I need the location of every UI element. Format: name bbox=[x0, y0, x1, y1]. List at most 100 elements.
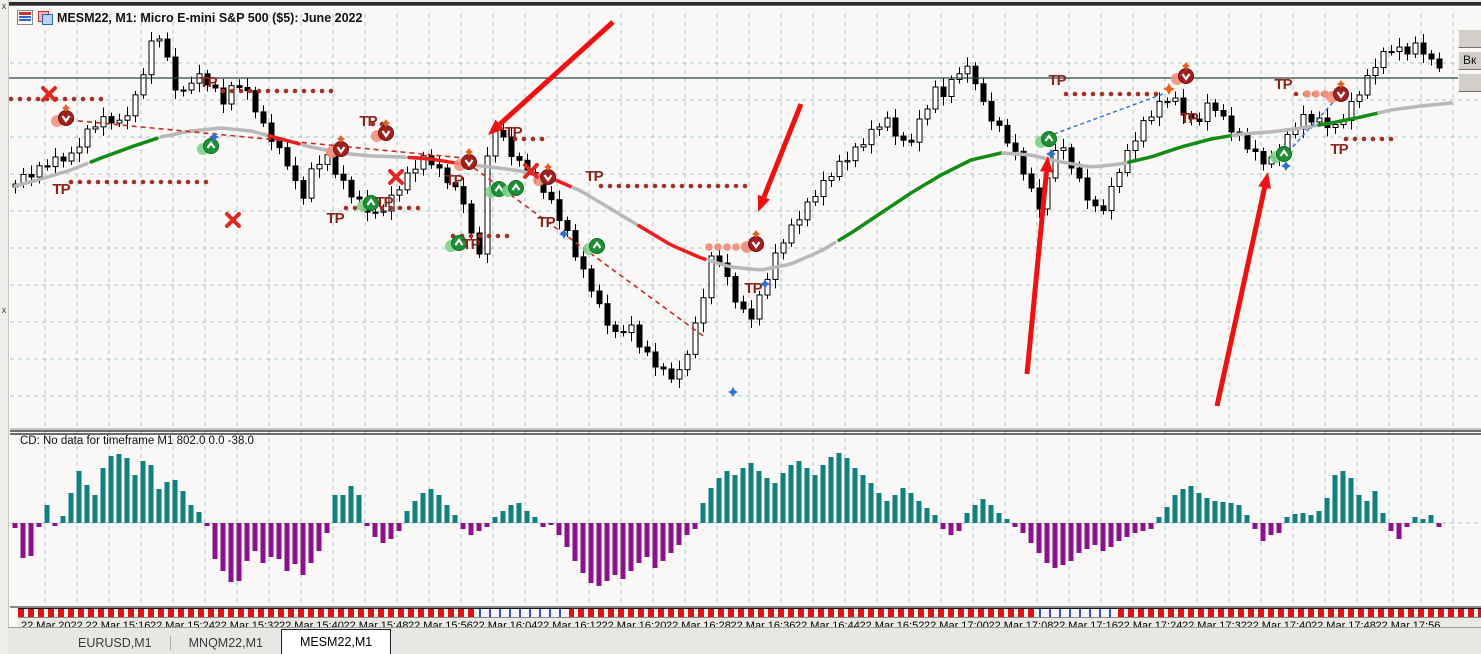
histogram-bar-up bbox=[708, 488, 714, 523]
trail-dot bbox=[714, 243, 722, 251]
candle-bear bbox=[644, 346, 651, 353]
candle-bear bbox=[340, 173, 347, 181]
toolbar-edge bbox=[0, 2, 1481, 5]
histogram-bar-down bbox=[676, 523, 682, 545]
candle-bull bbox=[852, 146, 859, 162]
candle-bear bbox=[612, 324, 619, 332]
candle-bull bbox=[1204, 102, 1211, 122]
sell-marker bbox=[1171, 62, 1194, 85]
candle-bull bbox=[884, 117, 891, 128]
tp-label: TP bbox=[52, 181, 70, 198]
histogram-bar-up bbox=[492, 517, 498, 523]
candle-bull bbox=[156, 38, 163, 42]
tp-dot bbox=[352, 205, 358, 211]
histogram-bar-down bbox=[652, 523, 658, 568]
candle-bull bbox=[1148, 116, 1155, 122]
ma-segment-gray bbox=[1377, 101, 1453, 115]
histogram-bar-down bbox=[620, 523, 626, 579]
close-icon[interactable]: x bbox=[1, 1, 7, 11]
chart-list-icon[interactable] bbox=[17, 10, 33, 25]
histogram-bar-down bbox=[1052, 523, 1058, 568]
histogram-bar-down bbox=[636, 523, 642, 563]
tp-dot bbox=[512, 136, 518, 142]
histogram-bar-up bbox=[340, 495, 346, 523]
candle-bear bbox=[468, 203, 475, 234]
closed-trade-x-icon bbox=[388, 169, 404, 185]
histogram-bar-up bbox=[436, 495, 442, 523]
histogram-bar-up bbox=[524, 511, 530, 523]
chart-windows-icon[interactable] bbox=[38, 11, 53, 25]
histogram-bar-up bbox=[516, 503, 522, 523]
pane-borders bbox=[10, 428, 1481, 608]
ma-segment-gray bbox=[707, 240, 837, 272]
tp-dot bbox=[203, 179, 209, 185]
candle-bull bbox=[796, 219, 803, 226]
histogram-bar-up bbox=[756, 471, 762, 523]
tp-label: TP bbox=[1048, 72, 1066, 89]
tp-dot bbox=[71, 96, 77, 102]
histogram-bar-up bbox=[780, 473, 786, 523]
candle-bull bbox=[492, 129, 499, 157]
histogram-bar-down bbox=[268, 523, 274, 557]
candle-bull bbox=[820, 180, 827, 197]
candle-bull bbox=[924, 108, 931, 120]
candle-bull bbox=[484, 155, 491, 255]
close-icon[interactable]: x bbox=[1, 305, 7, 315]
tp-dot bbox=[283, 88, 289, 94]
candle-bull bbox=[1332, 124, 1339, 128]
ma-segment-gray bbox=[301, 143, 407, 160]
candle-bull bbox=[36, 165, 43, 178]
tab-mnqm22-m1[interactable]: MNQM22,M1 bbox=[188, 636, 263, 650]
candle-bull bbox=[844, 160, 851, 163]
histogram-bar-up bbox=[972, 505, 978, 523]
candle-bear bbox=[580, 256, 587, 270]
tp-dot bbox=[301, 88, 307, 94]
tp-dot bbox=[706, 183, 712, 189]
histogram-bar-up bbox=[92, 495, 98, 523]
tp-dot bbox=[1370, 136, 1376, 142]
buy-marker bbox=[1270, 146, 1292, 163]
ma-segment-green bbox=[89, 136, 159, 164]
tp-dot bbox=[733, 183, 739, 189]
chart-window[interactable]: TP TP TP TP TP TP TP TP TP TP TP TP TP TP TP MESM22, M… bbox=[8, 5, 1481, 654]
histogram-bar-down bbox=[1388, 523, 1394, 531]
histogram-bar-down bbox=[460, 523, 466, 529]
histogram-bar-up bbox=[892, 495, 898, 523]
ea-panel-button-1[interactable] bbox=[1458, 29, 1481, 48]
candle-bear bbox=[668, 368, 675, 380]
tp-dot bbox=[9, 96, 14, 102]
candle-bear bbox=[732, 276, 739, 303]
tp-dot bbox=[643, 183, 649, 189]
chart-canvas[interactable]: TP TP TP TP TP TP TP TP TP TP TP TP TP TP TP bbox=[9, 6, 1481, 634]
histogram-bar-down bbox=[476, 523, 482, 531]
histogram-bar-up bbox=[428, 489, 434, 523]
candle-bull bbox=[868, 128, 875, 146]
histogram-bar-up bbox=[980, 499, 986, 523]
candle-bear bbox=[908, 139, 915, 143]
histogram-bar-up bbox=[420, 493, 426, 523]
candle-bull bbox=[124, 115, 131, 121]
histogram-bar-down bbox=[276, 523, 282, 559]
trail-dot bbox=[732, 243, 740, 251]
tab-mesm22-m1[interactable]: MESM22,M1 bbox=[280, 629, 392, 654]
ea-panel-button-2[interactable]: Вк bbox=[1458, 51, 1481, 70]
histogram-bar-down bbox=[628, 523, 634, 571]
tp-dot bbox=[89, 96, 95, 102]
histogram-bar-up bbox=[332, 495, 338, 523]
tab-eurusd-m1[interactable]: EURUSD,M1 bbox=[78, 636, 152, 650]
tp-dot bbox=[634, 183, 640, 189]
ma-segment-gray bbox=[159, 126, 271, 139]
histogram-bar-up bbox=[1196, 493, 1202, 523]
candle-bear bbox=[1068, 147, 1075, 169]
histogram-bar-up bbox=[132, 475, 138, 523]
histogram-bar-up bbox=[844, 458, 850, 523]
histogram-bar-up bbox=[172, 480, 178, 523]
tp-dot bbox=[688, 183, 694, 189]
histogram-bar-down bbox=[324, 523, 330, 533]
tp-dot bbox=[310, 88, 316, 94]
histogram-bar-up bbox=[1308, 515, 1314, 523]
ea-panel-button-3[interactable] bbox=[1458, 73, 1481, 92]
histogram-bar-up bbox=[140, 461, 146, 523]
histogram-bar-up bbox=[1212, 501, 1218, 523]
histogram-bar-up bbox=[772, 483, 778, 523]
